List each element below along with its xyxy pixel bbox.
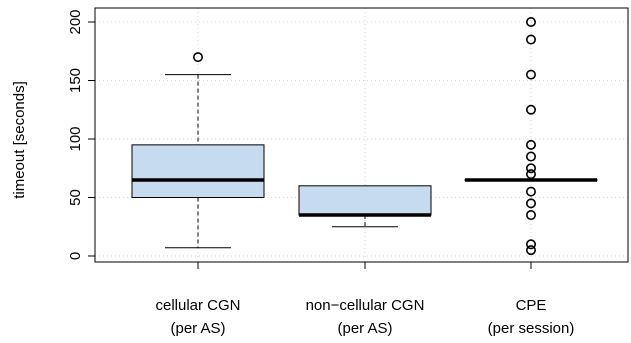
- x-axis: cellular CGN (per AS) non−cellular CGN (per…: [155, 262, 574, 337]
- x-category-label-line2-1: (per AS): [337, 320, 392, 337]
- x-category-label-line1-2: CPE: [516, 297, 547, 314]
- outlier-point-2-6: [525, 163, 536, 174]
- outlier-point-2-2: [525, 69, 536, 80]
- y-axis: 0 50 100 150 200: [67, 9, 95, 260]
- outlier-point-2-11: [525, 239, 536, 250]
- x-category-label-line1-1: non−cellular CGN: [306, 297, 425, 314]
- plot-frame: [94, 7, 629, 263]
- box-group-1: [298, 185, 432, 228]
- outlier-point-2-9: [525, 198, 536, 209]
- outlier-point-2-4: [525, 139, 536, 150]
- y-axis-title: timeout [seconds]: [11, 81, 28, 199]
- x-category-label-line2-0: (per AS): [170, 320, 225, 337]
- y-tick-label-2: 100: [67, 126, 84, 151]
- y-tick-label-3: 150: [67, 68, 84, 93]
- outlier-point-2-12: [525, 245, 536, 256]
- x-category-label-line1-0: cellular CGN: [155, 297, 240, 314]
- box-group-0: [131, 52, 265, 249]
- outlier-point-0-0: [193, 52, 204, 63]
- outlier-point-2-3: [525, 104, 536, 115]
- outlier-point-2-5: [525, 151, 536, 162]
- y-tick-label-1: 50: [67, 189, 84, 206]
- grid-lines: [95, 8, 628, 262]
- box-iqr-1: [298, 185, 432, 216]
- plot-area: [94, 7, 629, 263]
- box-group-2: [464, 16, 598, 256]
- x-category-label-line2-2: (per session): [488, 320, 575, 337]
- y-tick-label-4: 200: [67, 9, 84, 34]
- y-tick-label-0: 0: [67, 252, 84, 260]
- box-iqr-0: [131, 144, 265, 199]
- outlier-point-2-8: [525, 186, 536, 197]
- outlier-point-2-7: [525, 169, 536, 180]
- outlier-point-2-1: [525, 34, 536, 45]
- outlier-point-2-0: [525, 16, 536, 27]
- outlier-point-2-10: [525, 210, 536, 221]
